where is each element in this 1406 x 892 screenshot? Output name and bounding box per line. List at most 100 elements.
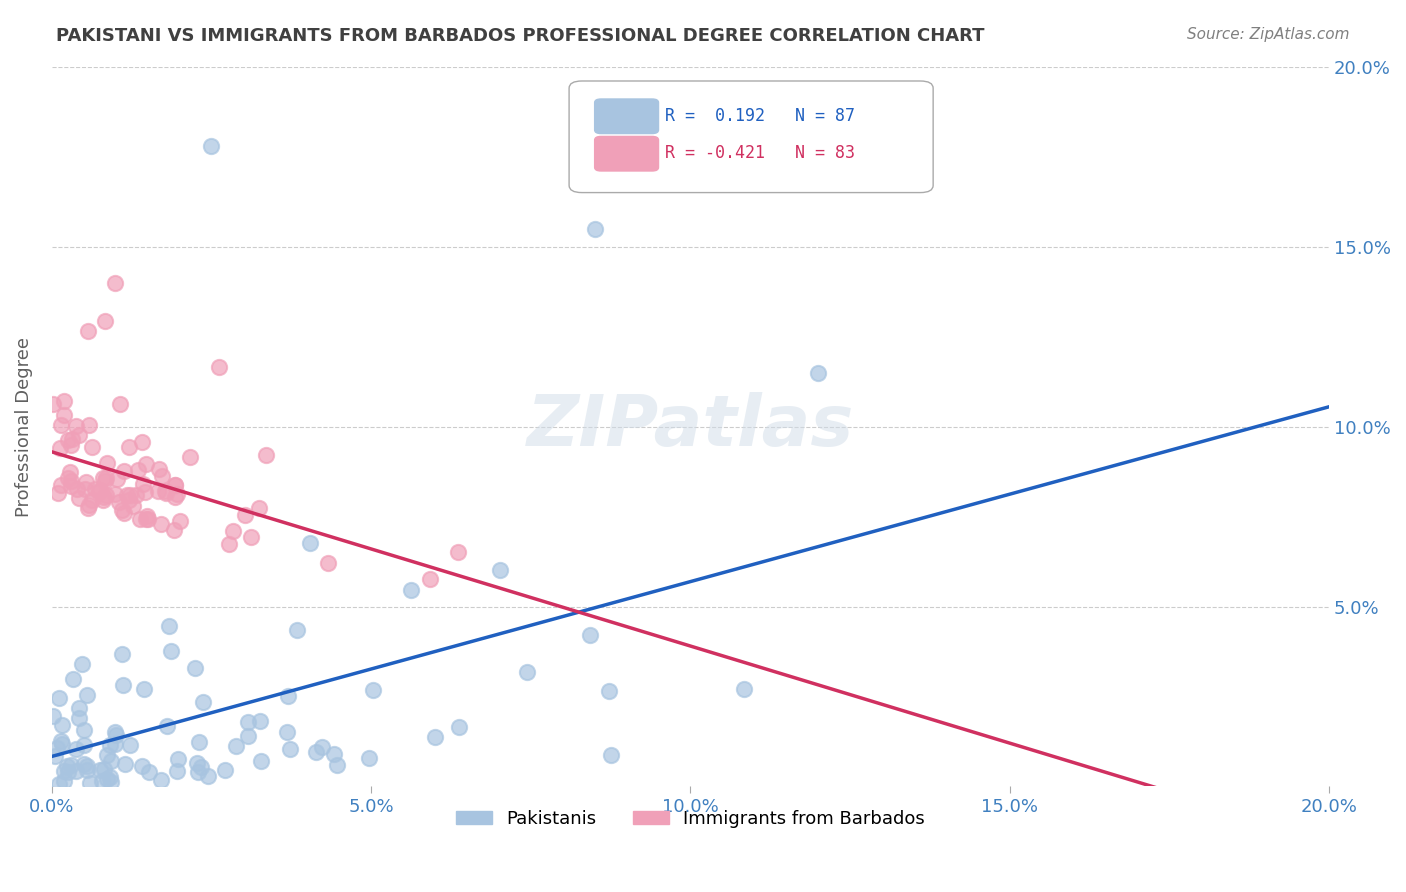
Point <box>49 417 72 432</box>
Text: R =  0.192   N = 87: R = 0.192 N = 87 <box>665 106 855 125</box>
FancyBboxPatch shape <box>595 99 658 134</box>
Point <box>56 434 79 448</box>
Point <box>247 500 270 515</box>
Point <box>65 742 87 756</box>
Point <box>135 512 157 526</box>
Point <box>76 475 98 489</box>
Point <box>583 221 606 235</box>
Point <box>222 524 245 538</box>
Point <box>516 665 538 679</box>
Point <box>51 718 73 732</box>
Point <box>52 394 75 409</box>
Point <box>134 682 156 697</box>
Point <box>488 563 510 577</box>
Legend: Pakistanis, Immigrants from Barbados: Pakistanis, Immigrants from Barbados <box>449 803 932 835</box>
Point <box>65 764 87 779</box>
Point <box>131 759 153 773</box>
Point <box>62 432 84 446</box>
Point <box>277 690 299 704</box>
Point <box>304 745 326 759</box>
Point <box>70 657 93 672</box>
Text: R = -0.421   N = 83: R = -0.421 N = 83 <box>665 144 855 162</box>
Point <box>125 488 148 502</box>
Point <box>285 623 308 637</box>
Point <box>807 366 830 380</box>
Point <box>94 471 117 485</box>
Point <box>46 486 69 500</box>
Point <box>311 740 333 755</box>
Point <box>146 483 169 498</box>
Point <box>96 488 118 502</box>
Point <box>89 485 111 500</box>
Point <box>169 515 191 529</box>
Point <box>103 725 125 739</box>
Point <box>179 450 201 464</box>
Point <box>138 764 160 779</box>
Point <box>44 749 66 764</box>
Point <box>67 710 90 724</box>
Point <box>131 476 153 491</box>
Point <box>579 628 602 642</box>
Point <box>150 468 173 483</box>
Point <box>73 723 96 738</box>
FancyBboxPatch shape <box>595 136 658 171</box>
Point <box>59 437 82 451</box>
Point <box>136 511 159 525</box>
Point <box>96 456 118 470</box>
Point <box>149 773 172 788</box>
Point <box>733 681 755 696</box>
Point <box>98 770 121 784</box>
Point <box>134 485 156 500</box>
Point <box>423 730 446 744</box>
Point <box>118 440 141 454</box>
Point <box>114 757 136 772</box>
Point <box>117 493 139 508</box>
Point <box>153 484 176 499</box>
Point <box>76 501 98 516</box>
Point <box>51 737 73 751</box>
Point <box>51 478 73 492</box>
Point <box>59 466 82 480</box>
Y-axis label: Professional Degree: Professional Degree <box>15 336 32 516</box>
Point <box>111 647 134 661</box>
Point <box>98 738 121 752</box>
Point <box>42 397 65 411</box>
Point <box>129 512 152 526</box>
Point <box>108 397 131 411</box>
Point <box>77 324 100 338</box>
Point <box>104 728 127 742</box>
Point <box>148 462 170 476</box>
Point <box>59 474 82 488</box>
FancyBboxPatch shape <box>569 81 934 193</box>
Point <box>236 714 259 729</box>
Point <box>326 757 349 772</box>
Point <box>100 775 122 789</box>
Point <box>131 435 153 450</box>
Point <box>165 478 187 492</box>
Point <box>48 691 70 706</box>
Point <box>120 738 142 752</box>
Point <box>112 464 135 478</box>
Point <box>278 742 301 756</box>
Point <box>53 764 76 778</box>
Point <box>316 557 339 571</box>
Point <box>122 499 145 513</box>
Point <box>77 498 100 512</box>
Point <box>191 695 214 709</box>
Point <box>115 488 138 502</box>
Point <box>91 492 114 507</box>
Point <box>83 482 105 496</box>
Point <box>41 709 63 723</box>
Point <box>89 483 111 497</box>
Point <box>238 729 260 743</box>
Point <box>254 448 277 462</box>
Point <box>157 618 180 632</box>
Text: ZIPatlas: ZIPatlas <box>527 392 853 461</box>
Point <box>187 735 209 749</box>
Point <box>163 477 186 491</box>
Point <box>56 764 79 779</box>
Point <box>361 682 384 697</box>
Point <box>49 441 72 455</box>
Point <box>77 418 100 433</box>
Point <box>322 747 344 761</box>
